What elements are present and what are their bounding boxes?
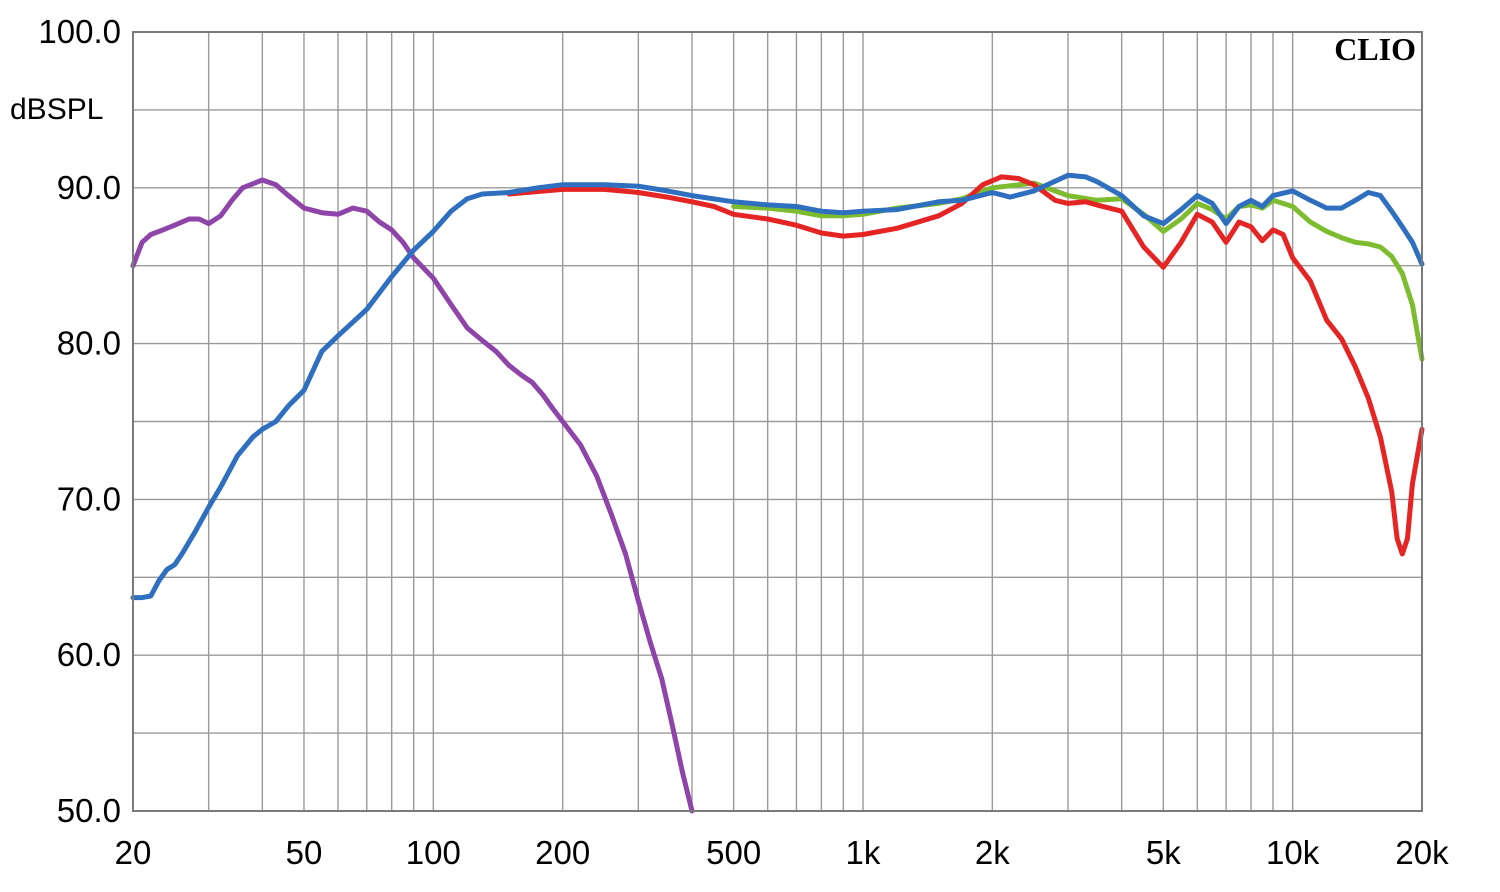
x-tick-label: 50 xyxy=(286,834,323,871)
x-tick-label: 500 xyxy=(706,834,761,871)
x-tick-label: 1k xyxy=(846,834,881,871)
clio-brand-label: CLIO xyxy=(1334,31,1416,67)
y-tick-label: 90.0 xyxy=(57,169,121,206)
y-tick-label: 70.0 xyxy=(57,480,121,517)
y-tick-label: 80.0 xyxy=(57,325,121,362)
x-tick-label: 20 xyxy=(115,834,152,871)
series-line-4 xyxy=(130,172,1425,601)
x-tick-label: 10k xyxy=(1266,834,1320,871)
x-tick-label: 5k xyxy=(1146,834,1181,871)
y-tick-label: 50.0 xyxy=(57,792,121,829)
y-axis-label: dBSPL xyxy=(10,93,103,126)
x-tick-label: 200 xyxy=(535,834,590,871)
x-tick-label: 100 xyxy=(406,834,461,871)
series-line-1 xyxy=(130,177,695,814)
plot-frame xyxy=(132,31,1423,812)
series-layer xyxy=(130,172,1425,814)
y-tick-label: 60.0 xyxy=(57,636,121,673)
x-tick-labels: 20 50 100 200 500 1k 2k 5k 10k 20k xyxy=(115,834,1449,871)
series-line-3 xyxy=(506,174,1425,557)
y-tick-label: 100.0 xyxy=(38,13,121,50)
x-tick-label: 20k xyxy=(1395,834,1449,871)
y-tick-labels: 100.0 90.0 80.0 70.0 60.0 50.0 xyxy=(38,13,121,829)
x-tick-label: 2k xyxy=(975,834,1010,871)
